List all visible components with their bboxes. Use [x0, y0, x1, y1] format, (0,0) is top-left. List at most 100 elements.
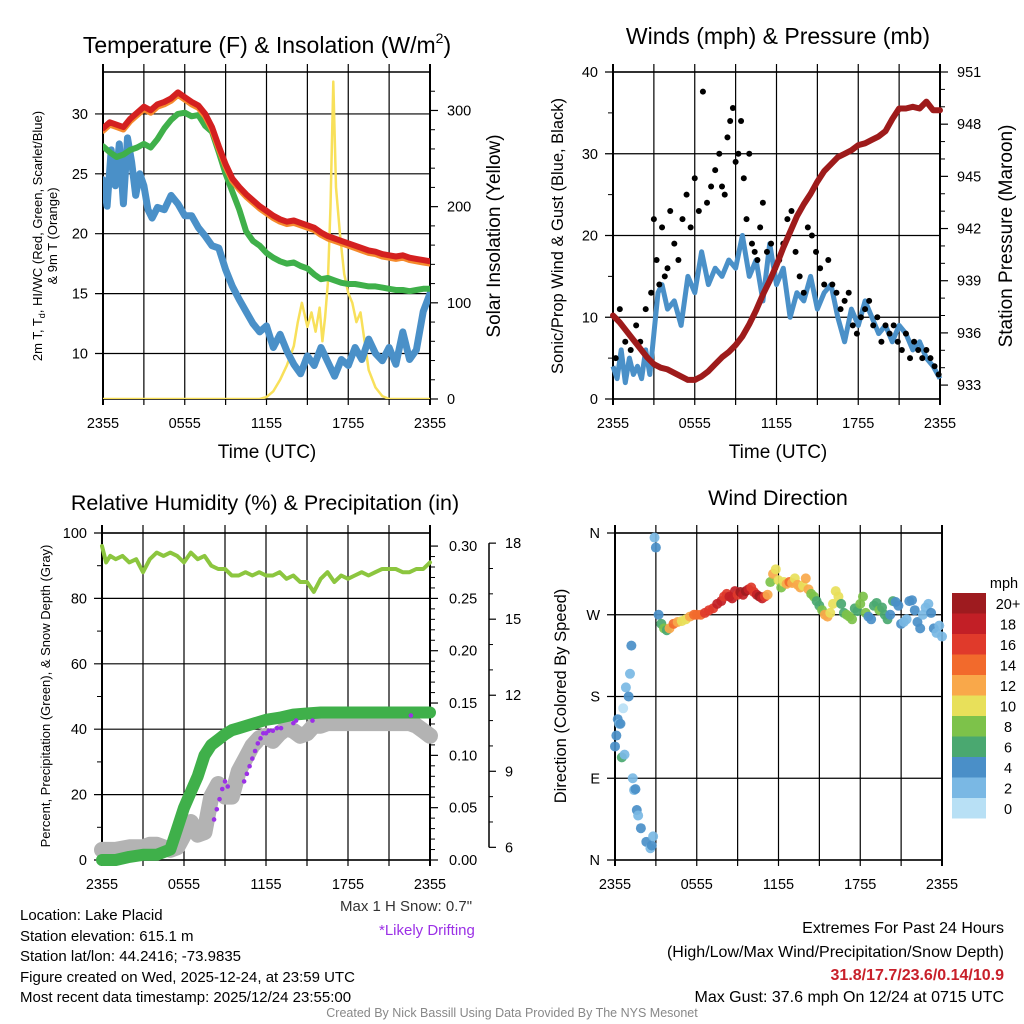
legend-swatch [952, 675, 986, 696]
gust-point [653, 257, 660, 264]
direction-point [937, 631, 947, 642]
direction-point [847, 614, 858, 625]
x-tick-label: 0555 [679, 416, 711, 432]
drifting-point [270, 728, 276, 734]
y-tick-label: 20 [71, 788, 87, 804]
gust-point [870, 322, 877, 329]
temperature-chart: 2355 0555 1155 1755 235510152025300100200300… [30, 30, 505, 463]
gust-point [732, 158, 739, 165]
x-tick-label: 1755 [842, 416, 874, 432]
gust-point [622, 338, 629, 345]
direction-point [615, 718, 626, 729]
series-relative-humidity [100, 544, 432, 594]
drifting-point [408, 713, 414, 718]
drifting-point [214, 807, 220, 812]
gust-point [862, 306, 869, 313]
gust-point [837, 306, 844, 313]
direction-point [926, 607, 937, 618]
legend-label: 16 [1000, 638, 1016, 654]
gust-point [719, 183, 725, 190]
y2-tick-label: 300 [447, 103, 471, 119]
gust-point [721, 191, 728, 198]
gust-point [911, 338, 918, 345]
series-precipitation [96, 706, 436, 866]
y3-tick-label: 15 [505, 612, 521, 628]
y-tick-label: 20 [72, 227, 88, 243]
gust-point [648, 289, 655, 296]
gust-point [829, 281, 836, 288]
direction-point [646, 840, 657, 851]
y-tick-label: N [590, 853, 600, 869]
gust-point [902, 330, 909, 337]
y-tick-label: W [586, 608, 600, 624]
legend-label: 10 [1000, 700, 1016, 716]
extremes-title: Extremes For Past 24 Hours [802, 920, 1004, 937]
legend-label: 12 [1000, 679, 1016, 695]
series-sonic-prop-wind [610, 233, 943, 386]
humidity-precip-chart: 2355 0555 1155 1755 2355 0 20 40 60 80 100 0.00 0.05… [38, 491, 521, 893]
drifting-point [255, 741, 261, 746]
created-text: Figure created on Wed, 2025-12-24, at 23… [20, 968, 355, 986]
x-tick-label: 2355 [414, 416, 446, 432]
drifting-point [274, 725, 280, 731]
y-tick-label: 25 [72, 167, 88, 183]
y3-tick-label: 12 [505, 688, 521, 704]
gust-point [712, 167, 719, 174]
direction-point [619, 749, 630, 760]
gust-point [845, 289, 852, 296]
chart-title: Temperature (F) & Insolation (W/m2) [83, 30, 451, 58]
gust-point [849, 322, 856, 329]
direction-point [610, 741, 620, 752]
direction-point [649, 532, 660, 543]
gust-point [656, 281, 663, 288]
legend-swatch [952, 798, 986, 819]
gust-point [866, 297, 873, 304]
direction-point [611, 730, 622, 741]
max-snow-note: Max 1 H Snow: 0.7" [340, 898, 473, 915]
extremes-values: 31.8/17.7/23.6/0.14/10.9 [830, 967, 1004, 984]
drifting-point [241, 779, 247, 784]
y-tick-label: 0 [590, 392, 598, 408]
y2-tick-label: 0.30 [449, 539, 477, 555]
x-tick-label: 2355 [926, 877, 958, 893]
gust-point [919, 355, 926, 362]
gust-point [907, 355, 914, 362]
gust-point [915, 346, 922, 353]
drifting-point [211, 817, 217, 822]
y-tick-label: E [590, 771, 600, 787]
drifting-point [247, 763, 252, 769]
gust-point [699, 88, 706, 95]
y2-tick-label: 933 [957, 378, 981, 394]
y-tick-label: 40 [582, 65, 598, 81]
direction-point [650, 542, 661, 553]
gust-point [894, 338, 901, 345]
drifting-point [217, 796, 222, 802]
drifting-point [252, 748, 258, 754]
legend-label: 8 [1004, 720, 1012, 736]
x-tick-label: 2355 [87, 416, 119, 432]
chart-title: Wind Direction [708, 486, 848, 510]
direction-point [624, 668, 635, 679]
direction-point [653, 609, 664, 620]
legend-label: 18 [1000, 618, 1016, 634]
y-tick-label: 30 [582, 147, 598, 163]
y-tick-label: 100 [63, 526, 87, 542]
gust-point [738, 118, 745, 125]
direction-point [866, 614, 877, 625]
gust-point [740, 175, 747, 182]
wind-direction-chart: 2355 0555 1155 1755 2355 N E S W N Wind Direction D… [552, 486, 1020, 893]
legend-swatch [952, 736, 986, 757]
gust-point [788, 207, 795, 214]
x-tick-label: 1155 [763, 877, 794, 893]
direction-point [765, 577, 776, 588]
y2-tick-label: 0.10 [449, 748, 477, 764]
gust-point [759, 199, 766, 206]
drifting-point [219, 786, 225, 792]
gust-point [841, 297, 848, 304]
gust-point [735, 150, 742, 157]
x-tick-label: 1155 [251, 416, 282, 432]
y-axis-label-line2: & 9m T (Orange) [45, 187, 60, 284]
drifting-point [250, 756, 255, 761]
legend-label: 14 [1000, 659, 1016, 675]
